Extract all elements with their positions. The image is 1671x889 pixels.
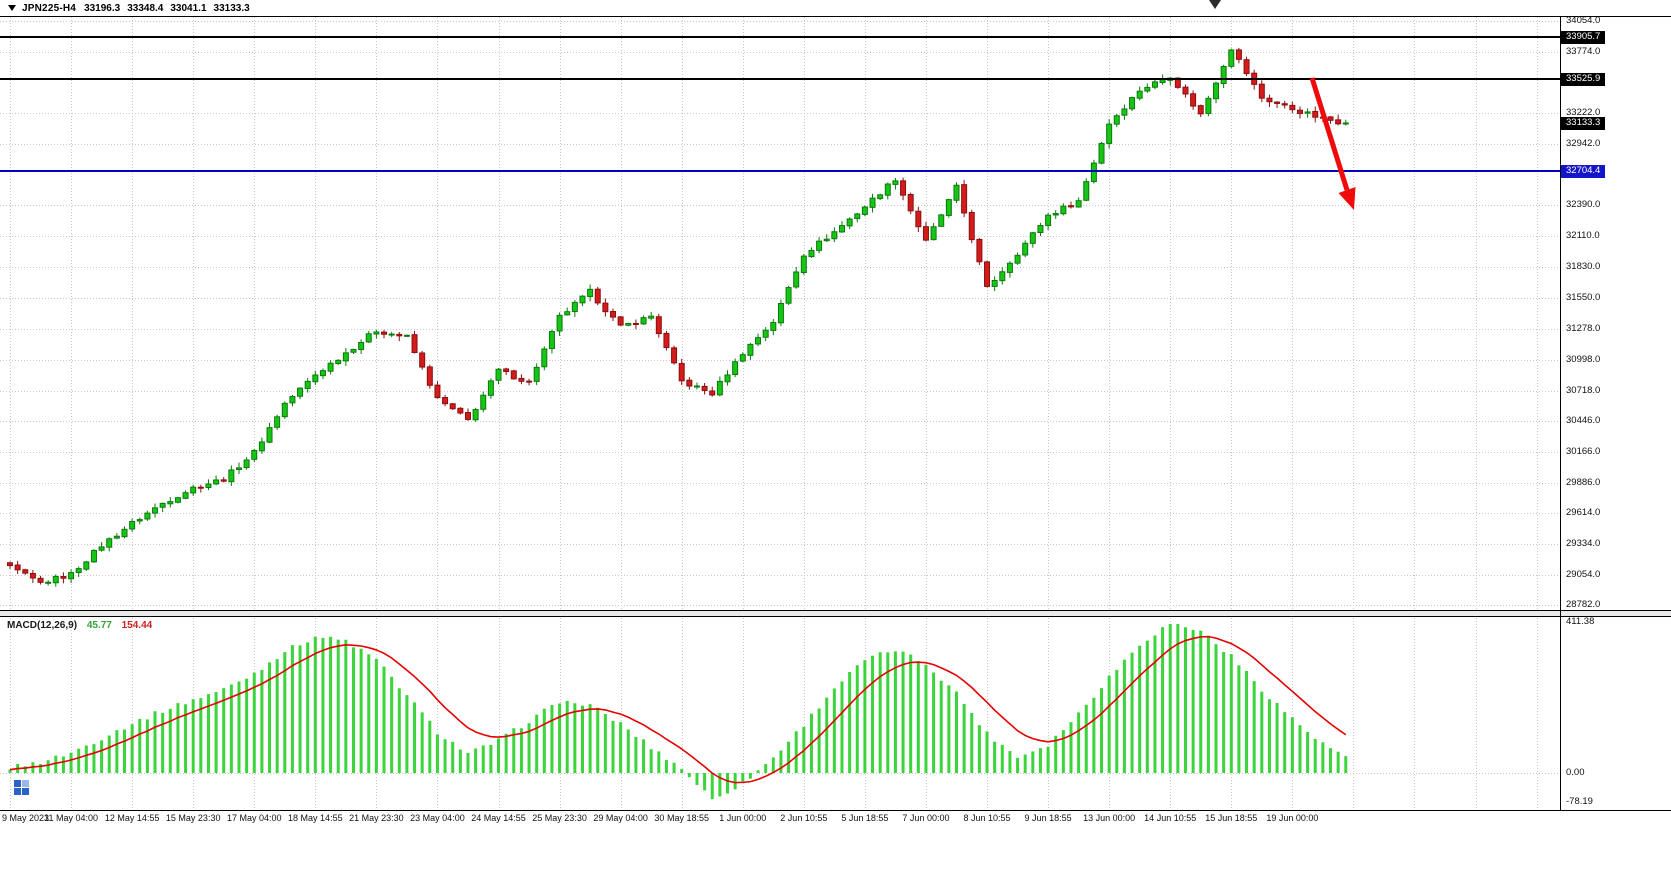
- time-axis-label: 30 May 18:55: [654, 813, 709, 823]
- price-axis-label: 34054.0: [1566, 15, 1601, 26]
- price-axis-label: 31830.0: [1566, 261, 1601, 273]
- time-axis-label: 18 May 14:55: [288, 813, 343, 823]
- time-axis-label: 9 May 2023: [2, 813, 50, 823]
- time-axis-label: 15 Jun 18:55: [1205, 813, 1258, 823]
- time-axis-label: 19 Jun 00:00: [1266, 813, 1319, 823]
- time-axis-label: 24 May 14:55: [471, 813, 526, 823]
- horizontal-level-lines[interactable]: [0, 36, 1560, 172]
- time-axis-label: 15 May 23:30: [165, 813, 221, 823]
- time-axis-label: 9 Jun 18:55: [1024, 813, 1072, 823]
- price-axis-label: 32110.0: [1566, 230, 1600, 242]
- macd-signal-value: 154.44: [121, 620, 153, 631]
- time-axis-label: 1 Jun 00:00: [719, 813, 767, 823]
- time-axis-label: 14 Jun 10:55: [1144, 813, 1197, 823]
- sell-arrow-annotation[interactable]: [1309, 77, 1356, 210]
- macd-signal-line: [9, 635, 1347, 784]
- time-axis-label: 29 May 04:00: [593, 813, 648, 823]
- price-axis-label: 29334.0: [1566, 537, 1601, 549]
- candlestick-series: [7, 47, 1349, 587]
- price-axis-label: 30166.0: [1566, 445, 1601, 457]
- time-axis-label: 11 May 04:00: [44, 813, 98, 823]
- price-axis-label: 33774.0: [1566, 46, 1601, 58]
- macd-histogram: [8, 623, 1348, 800]
- macd-name: MACD(12,26,9): [7, 620, 78, 631]
- macd-axis-label: 411.38: [1566, 616, 1595, 627]
- time-axis-label: 5 Jun 18:55: [841, 813, 889, 823]
- time-axis-label: 25 May 23:30: [532, 813, 587, 823]
- time-axis-label: 17 May 04:00: [226, 813, 282, 823]
- macd-main-value: 45.77: [86, 620, 112, 631]
- macd-indicator-label: MACD(12,26,9) 45.77 154.44: [7, 620, 152, 631]
- platform-logo: [14, 780, 29, 795]
- price-axis-label: 31278.0: [1566, 322, 1601, 334]
- price-badge-32704.4: 32704.4: [1561, 164, 1606, 178]
- price-axis-label: 31550.0: [1566, 292, 1601, 304]
- time-axis-label: 12 May 14:55: [104, 813, 160, 823]
- price-axis-label: 32942.0: [1566, 138, 1601, 150]
- time-axis-label: 2 Jun 10:55: [780, 813, 828, 823]
- price-axis-label: 30446.0: [1566, 414, 1601, 426]
- time-axis-label: 7 Jun 00:00: [902, 813, 950, 823]
- time-axis-label: 23 May 04:00: [410, 813, 465, 823]
- price-axis-label: 33222.0: [1566, 107, 1601, 119]
- price-axis-label: 30998.0: [1566, 353, 1601, 365]
- price-badge-33133.3: 33133.3: [1561, 116, 1606, 130]
- time-axis-label: 13 Jun 00:00: [1083, 813, 1136, 823]
- price-axis-label: 32390.0: [1566, 199, 1601, 211]
- time-axis-label: 21 May 23:30: [349, 813, 404, 823]
- price-axis-label: 29614.0: [1566, 506, 1601, 518]
- price-axis-label: 29054.0: [1566, 568, 1601, 580]
- price-axis-label: 30718.0: [1566, 384, 1601, 396]
- time-axis-label: 8 Jun 10:55: [963, 813, 1011, 823]
- price-axis-label: 29886.0: [1566, 476, 1601, 488]
- chart-shift-marker[interactable]: [1209, 0, 1221, 9]
- price-badge-33525.9: 33525.9: [1561, 73, 1606, 87]
- price-badge-33905.7: 33905.7: [1561, 31, 1606, 45]
- chart-grid: [0, 17, 1560, 809]
- macd-axis-label: -78.19: [1566, 795, 1593, 807]
- macd-axis-label: 0.00: [1566, 767, 1585, 778]
- chart-frame: [0, 16, 1671, 811]
- price-axis-label: 28782.0: [1566, 599, 1601, 610]
